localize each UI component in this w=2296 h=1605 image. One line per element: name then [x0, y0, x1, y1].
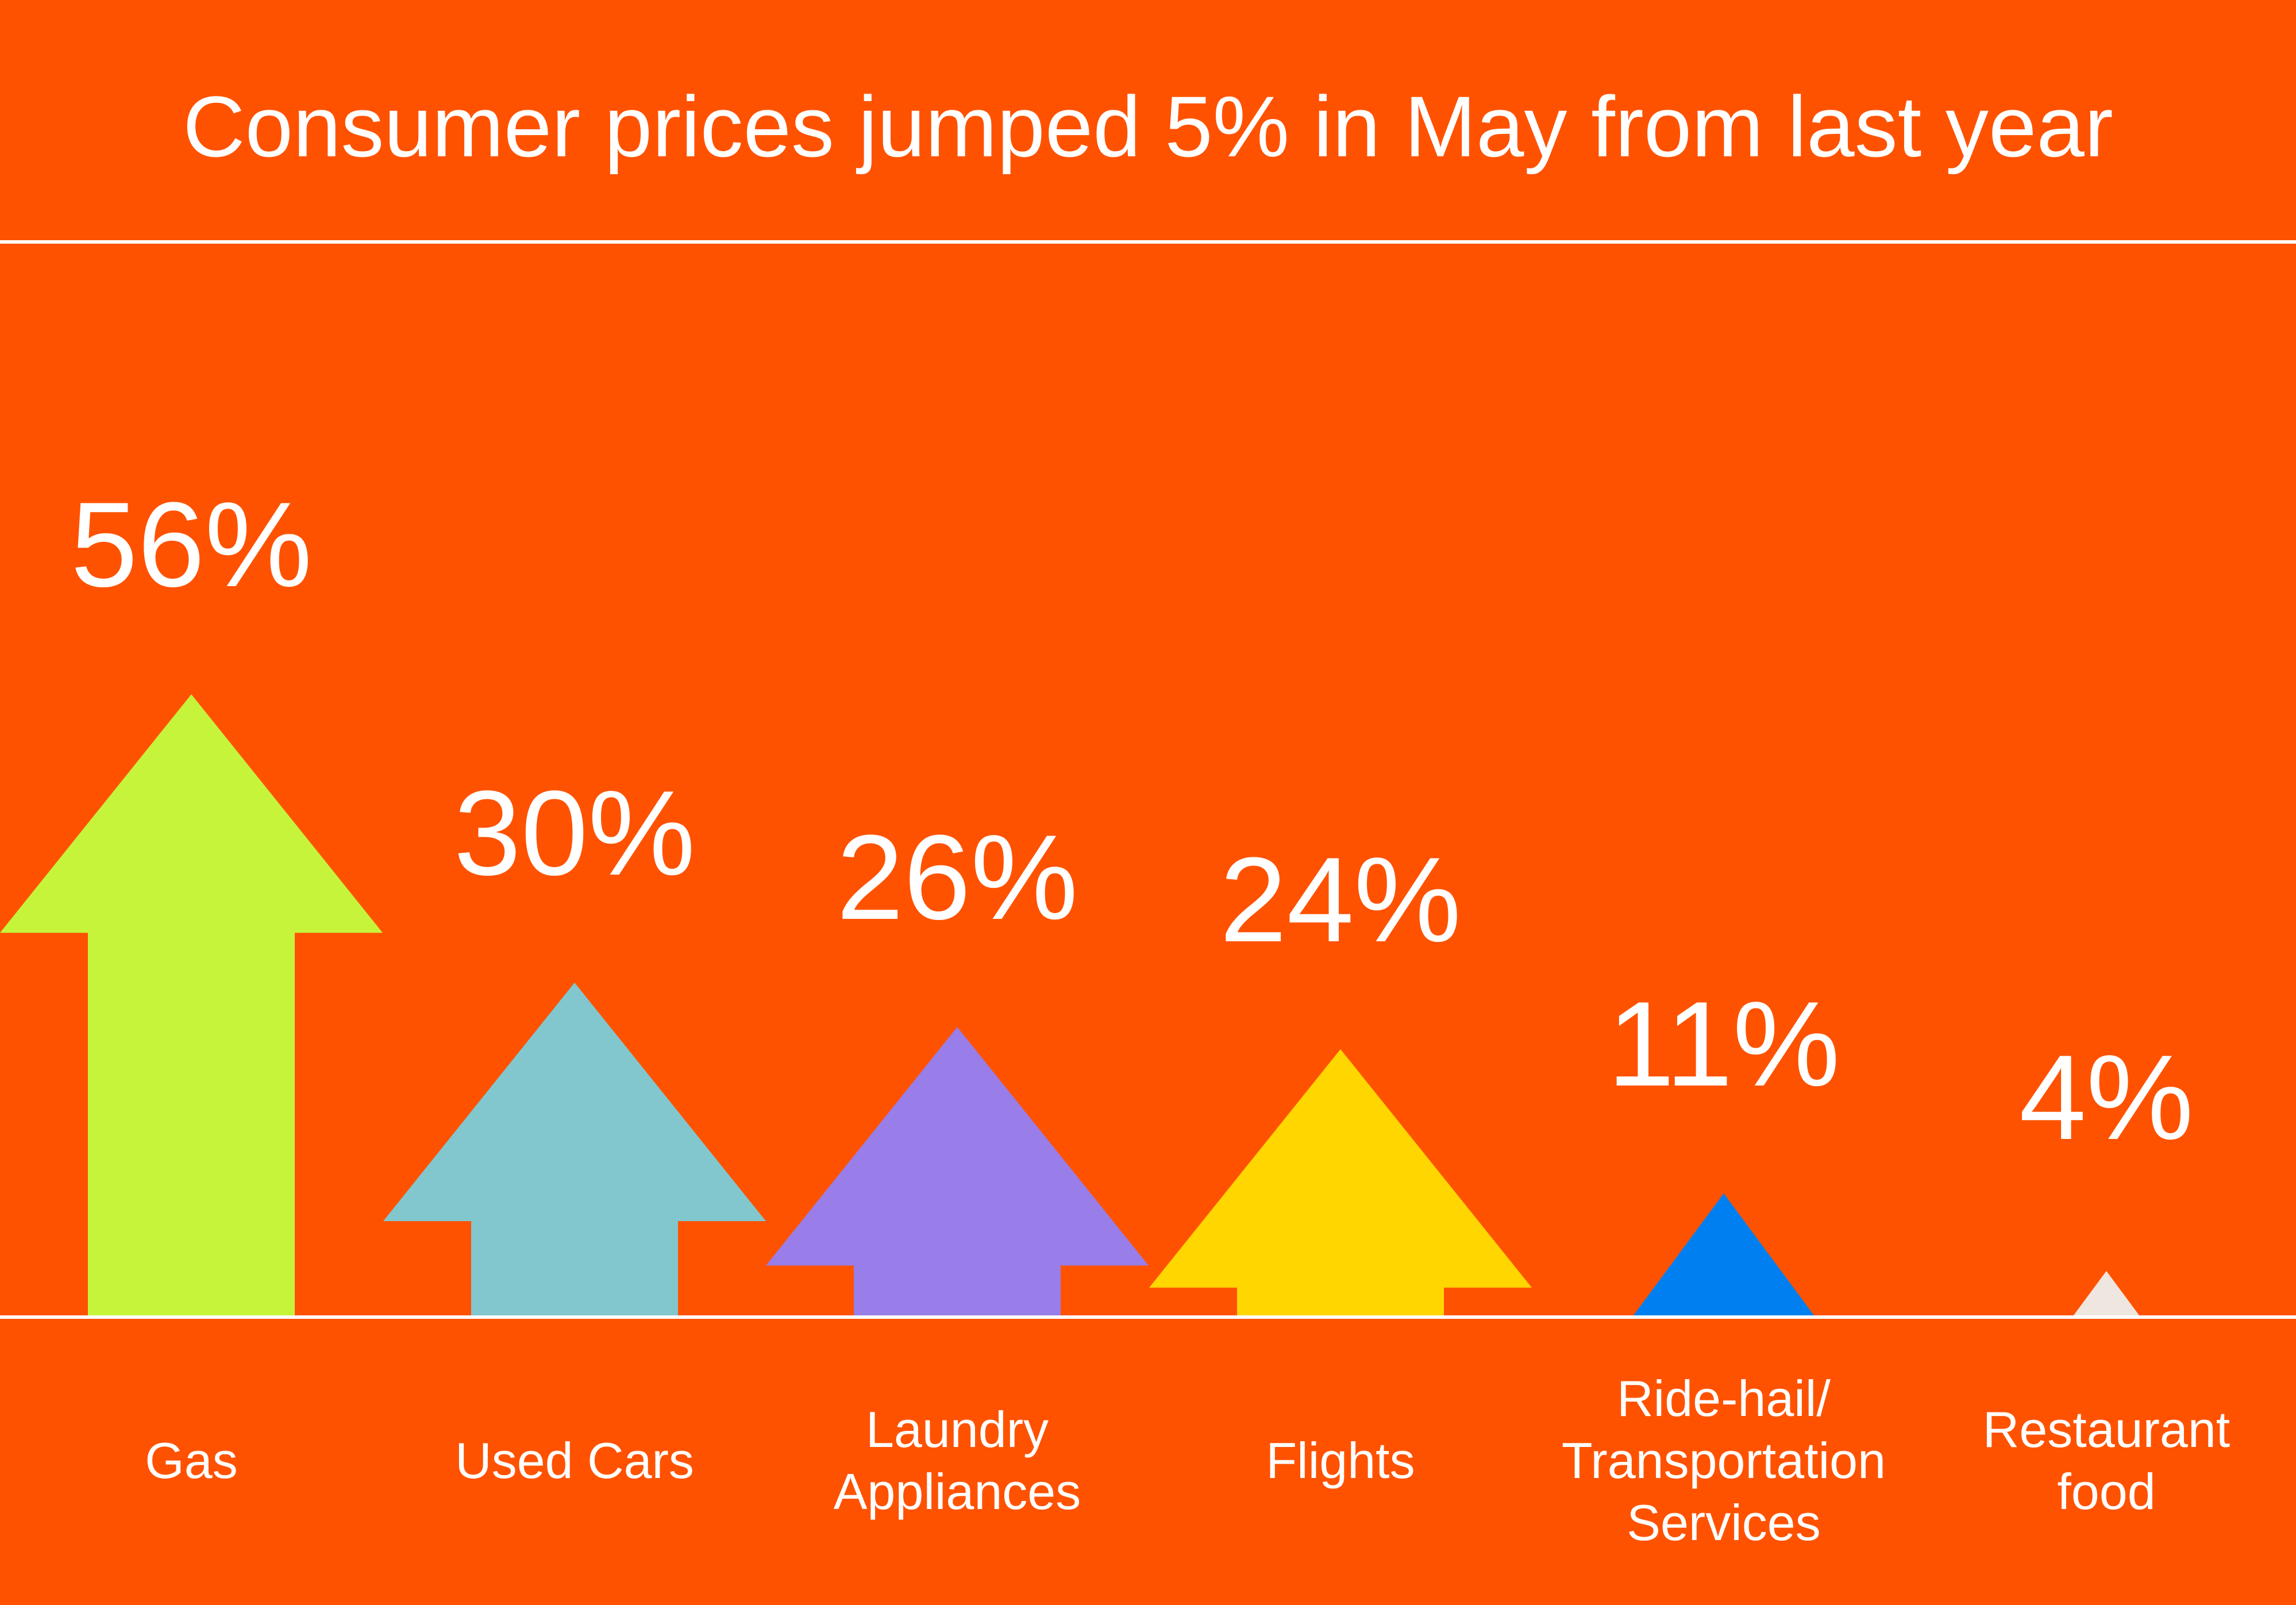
- value-label-used-cars: 30%: [453, 765, 696, 900]
- value-label-laundry-appliances: 26%: [836, 810, 1078, 945]
- category-label-laundry-appliances: Laundry Appliances: [833, 1401, 1081, 1520]
- title-divider: [0, 240, 2296, 244]
- arrow-laundry-appliances: [766, 1027, 1149, 1315]
- baseline: [0, 1315, 2296, 1319]
- category-label-ride-hail-transportation-services: Ride-hail/ Transportation Services: [1561, 1370, 1886, 1551]
- arrow-restaurant-food: [2073, 1271, 2140, 1315]
- arrow-gas: [0, 694, 383, 1315]
- arrow-flights: [1149, 1049, 1532, 1315]
- arrow-used-cars: [383, 983, 766, 1315]
- category-label-restaurant-food: Restaurant food: [1982, 1401, 2230, 1520]
- chart-title: Consumer prices jumped 5% in May from la…: [183, 78, 2113, 175]
- value-label-restaurant-food: 4%: [2019, 1030, 2194, 1165]
- arrow-ride-hail-transportation-services: [1633, 1193, 1815, 1315]
- category-label-gas: Gas: [145, 1432, 238, 1489]
- value-label-ride-hail-transportation-services: 11%: [1607, 976, 1840, 1111]
- value-label-gas: 56%: [70, 477, 313, 613]
- category-label-used-cars: Used Cars: [455, 1432, 694, 1489]
- category-label-flights: Flights: [1266, 1432, 1415, 1489]
- value-label-flights: 24%: [1219, 832, 1462, 967]
